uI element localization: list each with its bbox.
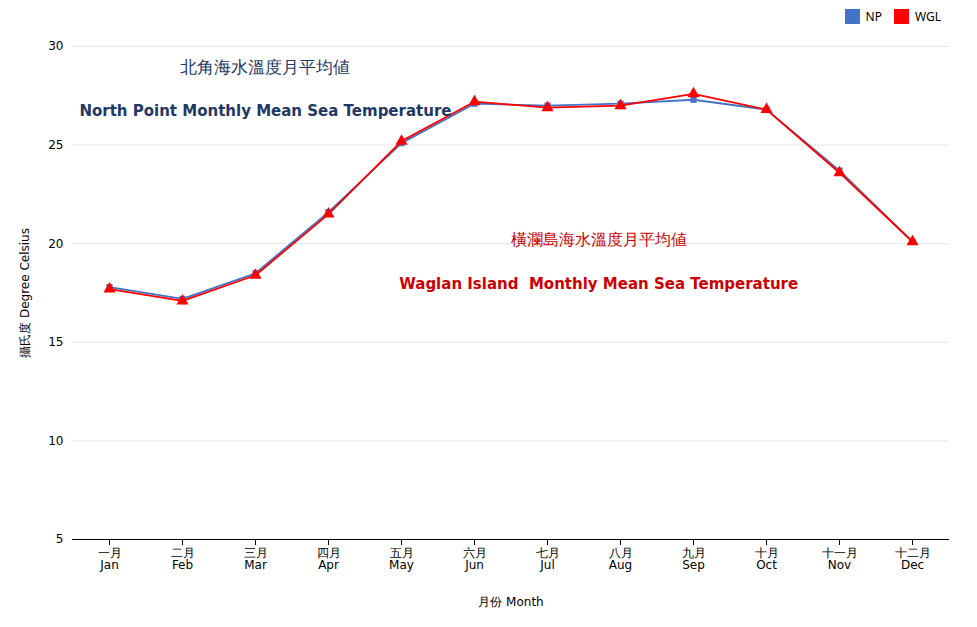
svg-text:九月Sep: 九月Sep [682, 546, 706, 572]
svg-text:橫瀾島海水溫度月平均値: 橫瀾島海水溫度月平均値 [511, 230, 687, 249]
svg-text:六月Jun: 六月Jun [463, 546, 487, 572]
svg-text:十二月Dec: 十二月Dec [895, 546, 931, 572]
svg-text:三月Mar: 三月Mar [244, 546, 268, 572]
svg-text:十一月Nov: 十一月Nov [822, 546, 858, 572]
svg-text:15: 15 [48, 335, 63, 349]
svg-text:十月Oct: 十月Oct [755, 546, 779, 572]
svg-text:North Point Monthly Mean Sea T: North Point Monthly Mean Sea Temperature [79, 102, 451, 120]
svg-text:四月Apr: 四月Apr [317, 546, 341, 572]
svg-text:30: 30 [48, 39, 63, 53]
svg-text:八月Aug: 八月Aug [609, 546, 633, 572]
svg-text:二月Feb: 二月Feb [171, 546, 195, 572]
svg-text:月份 Month: 月份 Month [478, 595, 543, 609]
svg-text:一月Jan: 一月Jan [98, 546, 122, 572]
svg-text:Waglan Island Monthly Mean Se: Waglan Island Monthly Mean Sea Temperatu… [399, 275, 798, 293]
svg-text:25: 25 [48, 138, 63, 152]
html-text:NP: NP [865, 7, 882, 25]
svg-text:20: 20 [48, 237, 63, 251]
svg-text:攝氏度 Degree Celsius: 攝氏度 Degree Celsius [18, 228, 32, 358]
svg-text:五月May: 五月May [389, 546, 414, 572]
svg-text:七月Jul: 七月Jul [536, 546, 560, 572]
svg-text:北角海水溫度月平均値: 北角海水溫度月平均値 [180, 57, 350, 77]
html-text:WGL: WGL [914, 7, 941, 25]
svg-text:5: 5 [56, 532, 64, 546]
svg-text:10: 10 [48, 434, 63, 448]
